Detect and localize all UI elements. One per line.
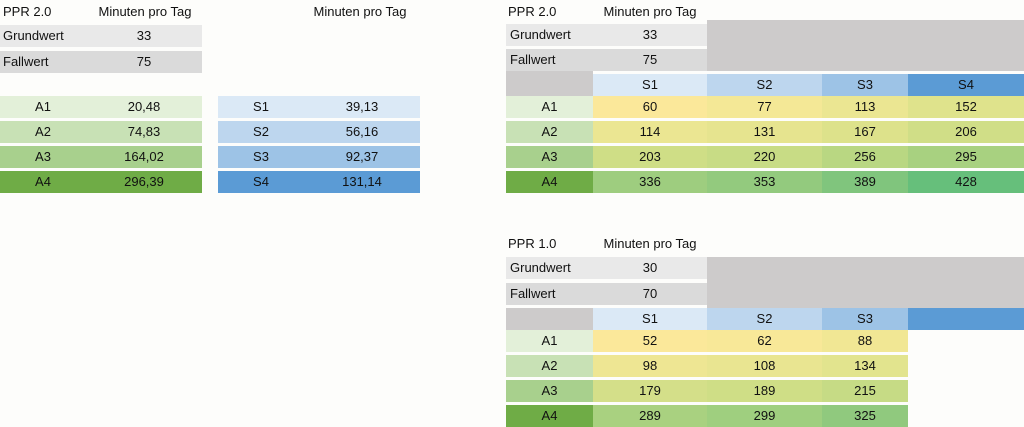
matrix2-a-label: A1	[506, 330, 593, 352]
s-row-value: 39,13	[304, 96, 420, 118]
a-row-value: 74,83	[86, 121, 202, 143]
s-row-value: 92,37	[304, 146, 420, 168]
matrix1-grundwert-value: 33	[593, 24, 707, 46]
matrix2-grundwert-value: 30	[593, 257, 707, 279]
minutes-per-day-header: Minuten pro Tag	[313, 4, 407, 19]
s-row-value: 56,16	[304, 121, 420, 143]
matrix1-fallwert-label: Fallwert	[506, 49, 593, 71]
matrix2-s-header: S3	[822, 308, 908, 330]
matrix1-cell: 336	[593, 171, 707, 193]
matrix2-col-header: Minuten pro Tag	[603, 236, 697, 251]
matrix1-cell: 77	[707, 96, 822, 118]
matrix2-cell: 108	[707, 355, 822, 377]
a-row-value: 296,39	[86, 171, 202, 193]
matrix1-corner	[506, 71, 593, 96]
fallwert-label: Fallwert	[0, 51, 86, 73]
ppr20-label: PPR 2.0	[3, 4, 52, 19]
a-row-value: 20,48	[86, 96, 202, 118]
matrix2-cell: 189	[707, 380, 822, 402]
matrix1-grundwert-label: Grundwert	[506, 24, 593, 46]
matrix1-cell: 256	[822, 146, 908, 168]
minutes-per-day-header: Minuten pro Tag	[98, 4, 192, 19]
matrix2-cell: 62	[707, 330, 822, 352]
matrix2-cell: 88	[822, 330, 908, 352]
matrix1-cell: 428	[908, 171, 1024, 193]
matrix1-cell: 60	[593, 96, 707, 118]
matrix2-a-label: A3	[506, 380, 593, 402]
s-row-label: S2	[218, 121, 304, 143]
a-row-value: 164,02	[86, 146, 202, 168]
ppr20-matrix-label: PPR 2.0	[508, 4, 557, 19]
matrix1-s-header: S4	[908, 74, 1024, 96]
ppr10-matrix-label: PPR 1.0	[508, 236, 557, 251]
s-row-label: S1	[218, 96, 304, 118]
matrix1-cell: 203	[593, 146, 707, 168]
a-row-label: A3	[0, 146, 86, 168]
matrix1-a-label: A4	[506, 171, 593, 193]
matrix1-a-label: A3	[506, 146, 593, 168]
matrix1-s-header: S2	[707, 74, 822, 96]
matrix2-cell: 289	[593, 405, 707, 427]
grundwert-value: 33	[86, 25, 202, 47]
matrix1-cell: 206	[908, 121, 1024, 143]
matrix2-cell: 134	[822, 355, 908, 377]
matrix2-s-header: S1	[593, 308, 707, 330]
a-row-label: A4	[0, 171, 86, 193]
matrix1-cell: 295	[908, 146, 1024, 168]
matrix2-fallwert-label: Fallwert	[506, 283, 593, 305]
matrix2-cell: 215	[822, 380, 908, 402]
fallwert-value: 75	[86, 51, 202, 73]
matrix1-a-label: A1	[506, 96, 593, 118]
matrix1-cell: 220	[707, 146, 822, 168]
matrix1-cell: 114	[593, 121, 707, 143]
matrix2-a-label: A4	[506, 405, 593, 427]
s-row-value: 131,14	[304, 171, 420, 193]
matrix2-a-label: A2	[506, 355, 593, 377]
matrix2-fallwert-value: 70	[593, 283, 707, 305]
matrix1-cell: 113	[822, 96, 908, 118]
matrix2-cell: 179	[593, 380, 707, 402]
matrix2-grundwert-label: Grundwert	[506, 257, 593, 279]
matrix1-fallwert-value: 75	[593, 49, 707, 71]
matrix1-col-header: Minuten pro Tag	[603, 4, 697, 19]
matrix1-cell: 167	[822, 121, 908, 143]
grundwert-label: Grundwert	[0, 25, 86, 47]
matrix2-s-header: S2	[707, 308, 822, 330]
matrix2-s4-filler	[908, 308, 1024, 330]
matrix1-s-header: S1	[593, 74, 707, 96]
matrix2-cell: 52	[593, 330, 707, 352]
matrix2-cell: 98	[593, 355, 707, 377]
s-row-label: S3	[218, 146, 304, 168]
matrix1-cell: 152	[908, 96, 1024, 118]
s-row-label: S4	[218, 171, 304, 193]
matrix1-cell: 353	[707, 171, 822, 193]
matrix2-filler	[707, 257, 1024, 308]
a-row-label: A2	[0, 121, 86, 143]
matrix1-cell: 389	[822, 171, 908, 193]
matrix2-corner	[506, 308, 593, 330]
a-row-label: A1	[0, 96, 86, 118]
matrix1-s-header: S3	[822, 74, 908, 96]
matrix1-filler	[707, 20, 1024, 71]
matrix1-cell: 131	[707, 121, 822, 143]
matrix1-a-label: A2	[506, 121, 593, 143]
matrix2-cell: 299	[707, 405, 822, 427]
matrix2-cell: 325	[822, 405, 908, 427]
